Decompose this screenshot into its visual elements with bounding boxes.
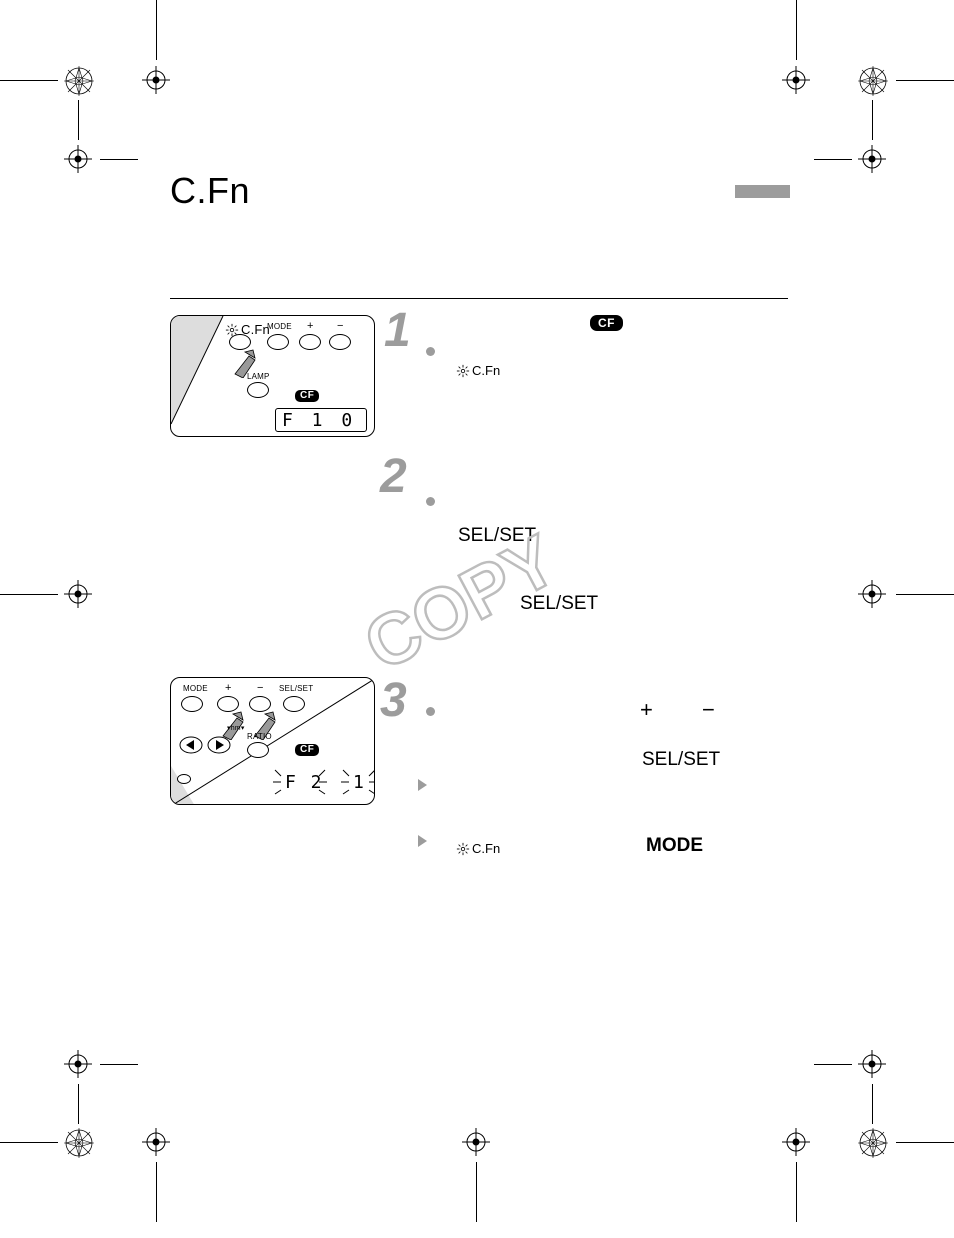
- crop-rule: [156, 0, 157, 60]
- label-minus: −: [257, 682, 264, 694]
- cf-badge: CF: [295, 744, 319, 756]
- crop-rule: [156, 1162, 157, 1222]
- plus-symbol: +: [640, 697, 653, 723]
- diagram-panel-2: MODE + − SEL/SET ▾hm▾: [170, 677, 375, 805]
- crop-rule: [476, 1162, 477, 1222]
- title-row: C.Fn: [170, 170, 790, 212]
- lcd-text: 1: [353, 772, 368, 793]
- lcd-text: F 1 0: [282, 410, 356, 431]
- crop-rule: [0, 1142, 58, 1143]
- step-number-3: 3: [380, 673, 407, 728]
- label-mode: MODE: [267, 322, 292, 331]
- diagram-button: [329, 334, 351, 350]
- label-lamp: LAMP: [247, 372, 270, 381]
- registration-mark: [64, 1128, 94, 1158]
- bullet-icon: [426, 347, 435, 356]
- crosshair-mark: [142, 1128, 170, 1156]
- crosshair-mark: [858, 1050, 886, 1078]
- crosshair-mark: [142, 66, 170, 94]
- label-plus: +: [225, 682, 232, 694]
- cf-badge: CF: [590, 315, 623, 331]
- crosshair-mark: [782, 66, 810, 94]
- section-marker: [735, 185, 790, 198]
- nav-left-icon: [179, 736, 203, 754]
- crop-rule: [814, 159, 852, 160]
- crosshair-mark: [64, 1050, 92, 1078]
- diagram-button: [283, 696, 305, 712]
- diagram-button: [177, 774, 191, 784]
- crop-rule: [896, 594, 954, 595]
- lcd-display: F 2 1: [271, 766, 375, 805]
- label-selset: SEL/SET: [279, 684, 313, 693]
- crosshair-mark: [64, 580, 92, 608]
- crosshair-mark: [782, 1128, 810, 1156]
- step-number-1: 1: [384, 303, 411, 358]
- cf-badge: CF: [295, 390, 319, 402]
- label-ratio: RATIO: [247, 732, 272, 741]
- selset-label: SEL/SET: [458, 525, 536, 547]
- crosshair-mark: [462, 1128, 490, 1156]
- bullet-icon: [426, 707, 435, 716]
- label-plus: +: [307, 320, 314, 332]
- triangle-icon: [418, 779, 427, 791]
- registration-mark: [858, 1128, 888, 1158]
- crop-rule: [814, 1064, 852, 1065]
- page-content: C.Fn C.Fn MODE + −: [170, 170, 790, 307]
- registration-mark: [858, 66, 888, 96]
- crop-rule: [896, 1142, 954, 1143]
- diagram-button: [247, 742, 269, 758]
- bullet-icon: [426, 497, 435, 506]
- registration-mark: [64, 66, 94, 96]
- triangle-icon: [418, 835, 427, 847]
- label-mode: MODE: [183, 684, 208, 693]
- crop-rule: [0, 594, 58, 595]
- diagram-button: [247, 382, 269, 398]
- lcd-text: F 2: [285, 772, 324, 793]
- nav-right-icon: [207, 736, 231, 754]
- crop-rule: [872, 1084, 873, 1124]
- crop-rule: [896, 80, 954, 81]
- cfn-indicator: C.Fn: [456, 841, 500, 861]
- crop-rule: [100, 1064, 138, 1065]
- lcd-display: F 1 0: [275, 408, 367, 432]
- crop-rule: [796, 1162, 797, 1222]
- diagram-button: [181, 696, 203, 712]
- selset-label: SEL/SET: [520, 593, 598, 615]
- crosshair-mark: [858, 145, 886, 173]
- crosshair-mark: [858, 580, 886, 608]
- crop-rule: [78, 100, 79, 140]
- crosshair-mark: [64, 145, 92, 173]
- label-minus: −: [337, 320, 344, 332]
- crop-rule: [872, 100, 873, 140]
- crop-rule: [100, 159, 138, 160]
- diagram-button: [299, 334, 321, 350]
- divider: [170, 298, 788, 299]
- diagram-button: [267, 334, 289, 350]
- minus-symbol: −: [702, 697, 715, 723]
- page-title: C.Fn: [170, 170, 250, 212]
- step-number-2: 2: [380, 449, 407, 504]
- crop-rule: [796, 0, 797, 60]
- mode-label: MODE: [646, 835, 703, 857]
- crop-rule: [0, 80, 58, 81]
- cfn-indicator: C.Fn: [456, 363, 500, 383]
- crop-rule: [78, 1084, 79, 1124]
- selset-label: SEL/SET: [642, 749, 720, 771]
- diagram-panel-1: C.Fn MODE + − LAMP CF: [170, 315, 375, 437]
